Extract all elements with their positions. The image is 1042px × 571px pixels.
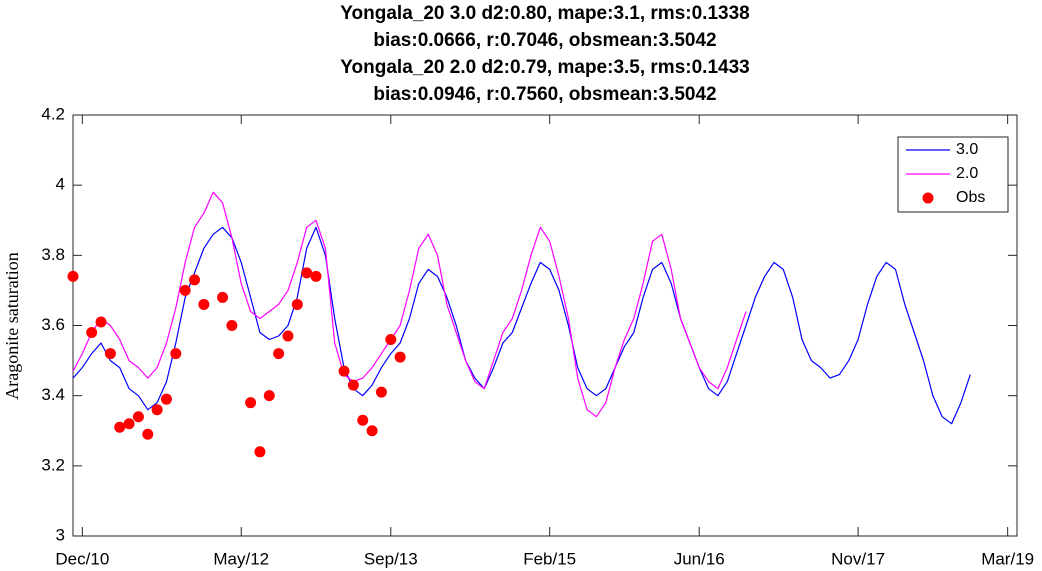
- legend-label: 2.0: [956, 165, 978, 182]
- obs-marker: [151, 404, 163, 416]
- obs-marker: [132, 411, 144, 423]
- y-tick-label: 4: [56, 175, 65, 194]
- x-tick-label: Dec/10: [55, 549, 109, 568]
- obs-marker: [385, 334, 397, 346]
- y-axis-label: Aragonite saturation: [2, 252, 22, 399]
- chart-title: bias:0.0946, r:0.7560, obsmean:3.5042: [373, 84, 716, 105]
- obs-marker: [394, 351, 406, 363]
- y-tick-label: 3.8: [41, 245, 65, 264]
- y-tick-label: 3.2: [41, 455, 65, 474]
- series-line: [72, 191, 747, 418]
- chart-title: Yongala_20 2.0 d2:0.79, mape:3.5, rms:0.…: [340, 57, 749, 78]
- obs-marker: [189, 274, 201, 286]
- obs-marker: [179, 284, 191, 296]
- x-tick-label: Nov/17: [831, 549, 885, 568]
- y-tick-label: 4.2: [41, 104, 65, 123]
- chart-title: bias:0.0666, r:0.7046, obsmean:3.5042: [373, 30, 716, 51]
- obs-marker: [170, 348, 182, 360]
- obs-marker: [357, 414, 369, 426]
- obs-marker: [338, 365, 350, 377]
- obs-marker: [273, 348, 285, 360]
- obs-marker: [95, 316, 107, 328]
- x-tick-label: Feb/15: [523, 549, 576, 568]
- x-tick-label: May/12: [213, 549, 269, 568]
- obs-marker: [245, 397, 257, 409]
- series-line: [72, 226, 971, 425]
- x-tick-label: Sep/13: [364, 549, 418, 568]
- legend-label: Obs: [956, 189, 985, 206]
- obs-marker: [67, 270, 79, 282]
- x-tick-label: Jun/16: [674, 549, 725, 568]
- obs-marker: [160, 393, 172, 405]
- legend-marker: [922, 192, 934, 204]
- obs-marker: [123, 418, 135, 430]
- y-tick-label: 3: [56, 525, 65, 544]
- obs-marker: [375, 386, 387, 398]
- obs-marker: [142, 428, 154, 440]
- obs-marker: [226, 320, 238, 331]
- x-tick-label: Mar/19: [981, 549, 1034, 568]
- chart-title: Yongala_20 3.0 d2:0.80, mape:3.1, rms:0.…: [340, 3, 749, 24]
- obs-marker: [104, 348, 116, 360]
- y-tick-label: 3.4: [41, 385, 65, 404]
- legend-label: 3.0: [956, 141, 978, 158]
- obs-marker: [254, 446, 266, 458]
- y-tick-label: 3.6: [41, 315, 65, 334]
- obs-marker: [114, 421, 126, 433]
- obs-marker: [310, 270, 322, 282]
- obs-marker: [263, 390, 275, 402]
- obs-marker: [301, 267, 313, 279]
- obs-marker: [217, 291, 229, 303]
- obs-marker: [86, 327, 98, 339]
- obs-marker: [347, 379, 359, 391]
- obs-marker: [291, 298, 303, 310]
- obs-marker: [198, 298, 210, 310]
- obs-marker: [366, 425, 378, 437]
- obs-marker: [282, 330, 294, 342]
